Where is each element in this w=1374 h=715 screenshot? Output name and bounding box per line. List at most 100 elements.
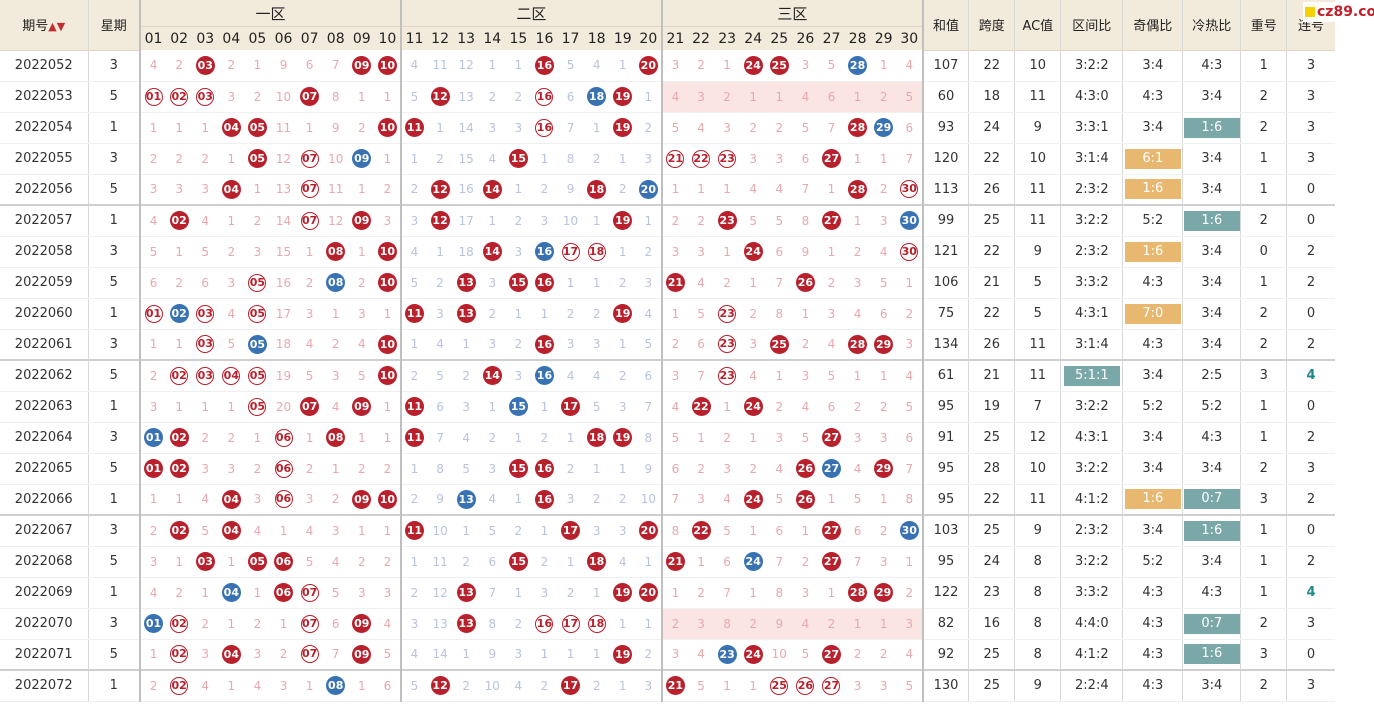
red-ball-icon: 16: [534, 273, 554, 292]
number-header-26: 26: [792, 26, 819, 50]
consecutive-cell: 3: [1286, 608, 1335, 640]
weekday-cell: 1: [87, 112, 140, 144]
miss-count-cell: 1: [374, 422, 401, 454]
consecutive-cell: 2: [1286, 329, 1335, 361]
number-cell: 17: [557, 608, 584, 640]
miss-count-cell: 1: [270, 608, 297, 640]
site-logo[interactable]: cz89.com: [1303, 2, 1374, 22]
miss-count-cell: 5: [687, 298, 715, 330]
span-cell: 25: [968, 514, 1015, 547]
number-cell: 28: [844, 50, 871, 82]
repeat-ball-icon: 30: [900, 242, 919, 261]
miss-count-cell: 2: [714, 81, 741, 113]
miss-count-cell: 2: [557, 453, 584, 485]
repeat-ball-icon: 02: [170, 366, 189, 385]
repeat-count-cell: 1: [1240, 174, 1287, 206]
number-cell: 23: [714, 329, 741, 361]
zone-ratio-cell: 2:3:2: [1060, 236, 1123, 268]
miss-count-cell: 5: [635, 329, 662, 361]
number-cell: 06: [270, 546, 297, 578]
number-cell: 19: [609, 81, 636, 113]
repeat-ball-icon: 23: [718, 304, 737, 323]
miss-count-cell: 1: [296, 669, 323, 702]
miss-count-cell: 13: [427, 608, 454, 640]
miss-count-cell: 5: [792, 639, 819, 671]
miss-count-cell: 1: [166, 391, 193, 423]
number-header-17: 17: [557, 26, 584, 50]
number-cell: 11: [399, 514, 428, 547]
miss-count-cell: 6: [792, 143, 819, 175]
red-ball-icon: 01: [144, 459, 164, 478]
issue-cell: 2022060: [0, 298, 88, 330]
number-cell: 27: [818, 453, 845, 485]
issue-cell: 2022058: [0, 236, 88, 268]
draw-row: 2022065 5 01 02 3 3 2 06 2 1 2 2 1 8 5 3 15 16 2 1 1 9 6 2 3 2 4 26…: [0, 453, 1335, 485]
zone-ratio-cell: 3:1:4: [1060, 143, 1123, 175]
repeat-ball-icon: 16: [535, 118, 554, 137]
miss-count-cell: 8: [766, 298, 793, 330]
miss-count-cell: 1: [635, 546, 662, 578]
number-cell: 22: [687, 143, 715, 175]
zone-ratio-cell: 3:1:4: [1060, 329, 1123, 361]
cold-hot-cell: 4:3: [1182, 422, 1241, 454]
miss-count-cell: 2: [479, 422, 506, 454]
repeat-count-cell: 2: [1240, 453, 1287, 485]
span-cell: 28: [968, 453, 1015, 485]
miss-count-cell: 1: [479, 50, 506, 82]
miss-count-cell: 1: [557, 422, 584, 454]
zone-ratio-cell: 4:1:2: [1060, 639, 1123, 671]
miss-count-cell: 2: [399, 359, 428, 392]
red-ball-icon: 20: [638, 55, 658, 75]
miss-count-cell: 1: [244, 50, 271, 82]
number-cell: 13: [453, 298, 480, 330]
red-ball-icon: 20: [638, 583, 658, 602]
miss-count-cell: 2: [244, 204, 271, 237]
number-cell: 21: [660, 143, 688, 175]
miss-count-cell: 3: [270, 669, 297, 702]
sort-icon[interactable]: ▲▼: [48, 20, 66, 34]
miss-count-cell: 3: [166, 174, 193, 206]
miss-count-cell: 2: [166, 143, 193, 175]
miss-count-cell: 8: [714, 608, 741, 640]
cold-hot-cell: 3:4: [1182, 453, 1241, 485]
blue-ball-icon: 28: [848, 55, 868, 75]
miss-count-cell: 14: [427, 639, 454, 671]
red-ball-icon: 28: [848, 583, 868, 602]
highlight-badge: 0:7: [1183, 613, 1240, 634]
miss-count-cell: 1: [687, 546, 715, 578]
miss-count-cell: 1: [505, 174, 532, 206]
highlight-badge: 1:6: [1183, 520, 1240, 541]
number-cell: 10: [374, 359, 401, 392]
zone-ratio-cell: 4:3:0: [1060, 81, 1123, 113]
miss-count-cell: 4: [844, 298, 871, 330]
miss-count-cell: 3: [740, 143, 767, 175]
miss-count-cell: 4: [583, 359, 610, 392]
miss-count-cell: 5: [714, 514, 741, 547]
repeat-ball-icon: 03: [196, 87, 215, 106]
number-cell: 19: [609, 204, 636, 237]
odd-even-cell: 1:6: [1122, 174, 1183, 206]
red-ball-icon: 15: [508, 273, 528, 292]
miss-count-cell: 2: [740, 453, 767, 485]
miss-count-cell: 3: [818, 298, 845, 330]
red-ball-icon: 21: [665, 676, 685, 696]
consecutive-cell: 3: [1286, 453, 1335, 485]
draw-row: 2022059 5 6 2 6 3 05 16 2 08 2 10 5 2 13 3 15 16 1 1 2 3 21 4 2 1…: [0, 267, 1335, 299]
miss-count-cell: 1: [374, 81, 401, 113]
miss-count-cell: 1: [479, 204, 506, 237]
blue-ball-icon: 02: [169, 304, 189, 323]
number-cell: 17: [557, 236, 584, 268]
number-cell: 04: [218, 484, 245, 516]
number-cell: 01: [138, 453, 167, 485]
draw-row: 2022070 3 01 02 2 1 2 1 07 6 09 4 3 13 13 8 2 16 17 18 1 1 2 3 8…: [0, 608, 1335, 640]
issue-column-header[interactable]: 期号▲▼: [0, 0, 88, 51]
miss-count-cell: 5: [453, 453, 480, 485]
number-cell: 28: [844, 329, 871, 361]
red-ball-icon: 09: [352, 397, 372, 416]
number-cell: 01: [138, 608, 167, 640]
miss-count-cell: 4: [427, 329, 454, 361]
number-header-03: 03: [192, 26, 219, 50]
draw-row: 2022067 3 2 02 5 04 4 1 4 3 1 1 11 10 1 5 2 1 17 3 3 20 8 22 5 1 6…: [0, 514, 1335, 547]
number-cell: 29: [870, 112, 897, 144]
miss-count-cell: 10: [322, 143, 349, 175]
